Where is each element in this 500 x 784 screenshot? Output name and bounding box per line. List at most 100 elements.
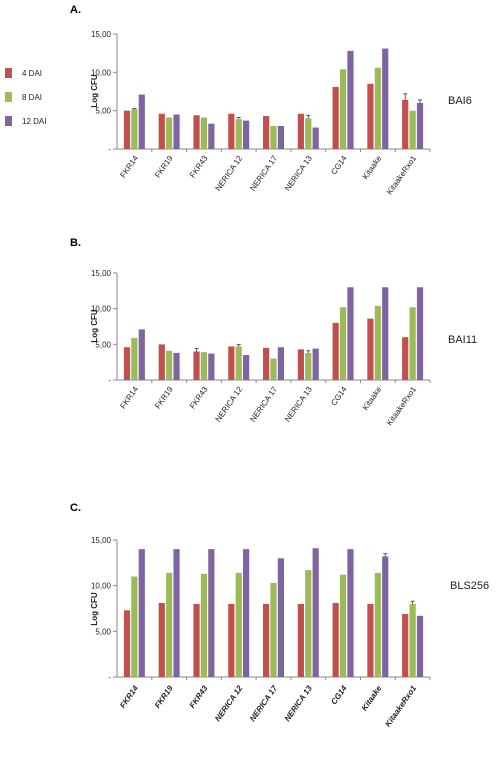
y-tick-label: - bbox=[108, 145, 111, 154]
bar-12-dai-8 bbox=[382, 287, 389, 380]
x-tick-label: Kitaake bbox=[361, 385, 384, 412]
x-tick-label: NERICA 12 bbox=[213, 684, 244, 724]
x-tick-label: FKR14 bbox=[118, 154, 140, 180]
x-tick-label: NERICA 12 bbox=[214, 154, 245, 193]
x-tick-label: KitaakeRxo1 bbox=[385, 154, 419, 197]
bar-4-dai-9 bbox=[402, 337, 409, 380]
bar-8-dai-7 bbox=[339, 69, 347, 149]
bar-8-dai-5 bbox=[270, 126, 277, 149]
bar-8-dai-5 bbox=[270, 358, 277, 380]
charts: A. BAI6 Log CFU - 5,00 10,00 15,00 FKR14 FKR19 FK… bbox=[70, 4, 489, 728]
bar-12-dai-7 bbox=[347, 287, 354, 380]
x-tick-label: NERICA 17 bbox=[248, 154, 279, 193]
bar-4-dai-3 bbox=[193, 351, 200, 380]
bar-12-dai-6 bbox=[312, 548, 319, 677]
bar-4-dai-4 bbox=[228, 603, 235, 677]
bar-8-dai-2 bbox=[166, 350, 173, 380]
legend-entry-2: 8 DAI bbox=[5, 92, 42, 102]
y-tick-label: - bbox=[108, 673, 111, 682]
bar-8-dai-4 bbox=[235, 119, 242, 149]
bar-4-dai-6 bbox=[297, 113, 304, 149]
bar-12-dai-5 bbox=[277, 126, 284, 149]
x-tick-label: FKR43 bbox=[188, 154, 210, 180]
bar-12-dai-4 bbox=[243, 355, 250, 380]
bar-8-dai-9 bbox=[409, 603, 416, 677]
bar-12-dai-4 bbox=[243, 120, 250, 149]
x-tick-label: Kitaake bbox=[361, 154, 384, 181]
bar-8-dai-4 bbox=[235, 572, 242, 677]
y-tick-label: 5,00 bbox=[95, 107, 111, 116]
bar-4-dai-7 bbox=[332, 322, 339, 380]
bar-4-dai-4 bbox=[228, 346, 235, 380]
bar-4-dai-5 bbox=[263, 116, 270, 149]
y-axis-label: Log CFU bbox=[90, 74, 99, 108]
bar-12-dai-5 bbox=[277, 347, 284, 380]
bar-12-dai-9 bbox=[416, 287, 424, 380]
legend-swatch bbox=[5, 92, 12, 102]
bar-4-dai-4 bbox=[228, 113, 235, 149]
bar-4-dai-9 bbox=[402, 99, 409, 149]
bar-8-dai-7 bbox=[339, 307, 347, 380]
y-tick-label: 15,00 bbox=[91, 30, 112, 39]
bar-4-dai-6 bbox=[297, 349, 304, 380]
bar-4-dai-2 bbox=[158, 603, 165, 677]
legend-entry-1: 4 DAI bbox=[5, 68, 42, 78]
x-tick-label: Kitaake bbox=[360, 684, 384, 713]
bar-4-dai-1 bbox=[123, 610, 131, 677]
x-tick-label: CG14 bbox=[329, 385, 349, 408]
x-tick-label: FKR14 bbox=[118, 684, 140, 710]
bar-8-dai-2 bbox=[166, 117, 173, 149]
legend-swatch bbox=[5, 116, 12, 126]
bar-8-dai-1 bbox=[131, 337, 138, 380]
bar-4-dai-3 bbox=[193, 115, 200, 149]
bar-8-dai-7 bbox=[339, 574, 347, 677]
bar-4-dai-9 bbox=[402, 613, 409, 677]
y-tick-label: 5,00 bbox=[95, 627, 111, 636]
bar-8-dai-9 bbox=[409, 307, 416, 380]
bar-4-dai-8 bbox=[367, 318, 374, 380]
x-tick-label: FKR14 bbox=[118, 385, 140, 411]
bar-8-dai-1 bbox=[131, 109, 138, 149]
y-tick-label: 15,00 bbox=[91, 269, 112, 278]
x-tick-label: FKR19 bbox=[153, 385, 175, 411]
y-axis-label: Log CFU bbox=[90, 309, 99, 343]
bar-12-dai-9 bbox=[416, 615, 424, 677]
bar-12-dai-1 bbox=[138, 329, 145, 380]
legend-entry-3: 12 DAI bbox=[5, 116, 46, 126]
bar-4-dai-6 bbox=[297, 603, 304, 677]
legend-label: 4 DAI bbox=[22, 69, 42, 78]
bar-12-dai-2 bbox=[173, 549, 180, 677]
x-tick-label: NERICA 17 bbox=[248, 684, 279, 724]
chart-panel-1: A. BAI6 Log CFU - 5,00 10,00 15,00 FKR14 FKR19 FK… bbox=[70, 4, 472, 196]
bar-8-dai-4 bbox=[235, 346, 242, 380]
bar-4-dai-8 bbox=[367, 83, 374, 149]
bar-12-dai-8 bbox=[382, 556, 389, 677]
bar-12-dai-6 bbox=[312, 348, 319, 380]
bar-12-dai-3 bbox=[208, 353, 215, 380]
y-tick-label: 10,00 bbox=[91, 582, 112, 591]
x-tick-label: NERICA 13 bbox=[283, 385, 314, 424]
bar-4-dai-1 bbox=[123, 347, 131, 380]
x-tick-label: NERICA 12 bbox=[214, 385, 245, 424]
bar-12-dai-5 bbox=[277, 558, 284, 677]
y-tick-label: 10,00 bbox=[91, 68, 112, 77]
bar-12-dai-4 bbox=[243, 549, 250, 677]
bar-8-dai-3 bbox=[200, 352, 208, 380]
legend-label: 12 DAI bbox=[22, 117, 46, 126]
x-tick-label: NERICA 13 bbox=[283, 684, 314, 724]
bar-12-dai-2 bbox=[173, 114, 180, 149]
bar-8-dai-2 bbox=[166, 572, 173, 677]
chart-panel-2: B. BAI11 Log CFU - 5,00 10,00 15,00 FKR14 FKR19 F… bbox=[70, 237, 477, 427]
bar-12-dai-7 bbox=[347, 549, 354, 677]
x-tick-label: FKR43 bbox=[188, 385, 210, 411]
y-tick-label: - bbox=[108, 376, 111, 385]
bar-4-dai-3 bbox=[193, 603, 200, 677]
bar-12-dai-7 bbox=[347, 50, 354, 149]
strain-label: BAI6 bbox=[448, 95, 472, 107]
bar-4-dai-2 bbox=[158, 113, 165, 149]
bar-4-dai-5 bbox=[263, 603, 270, 677]
bar-8-dai-6 bbox=[305, 570, 312, 677]
panel-letter: C. bbox=[70, 502, 81, 514]
bar-4-dai-1 bbox=[123, 110, 131, 149]
